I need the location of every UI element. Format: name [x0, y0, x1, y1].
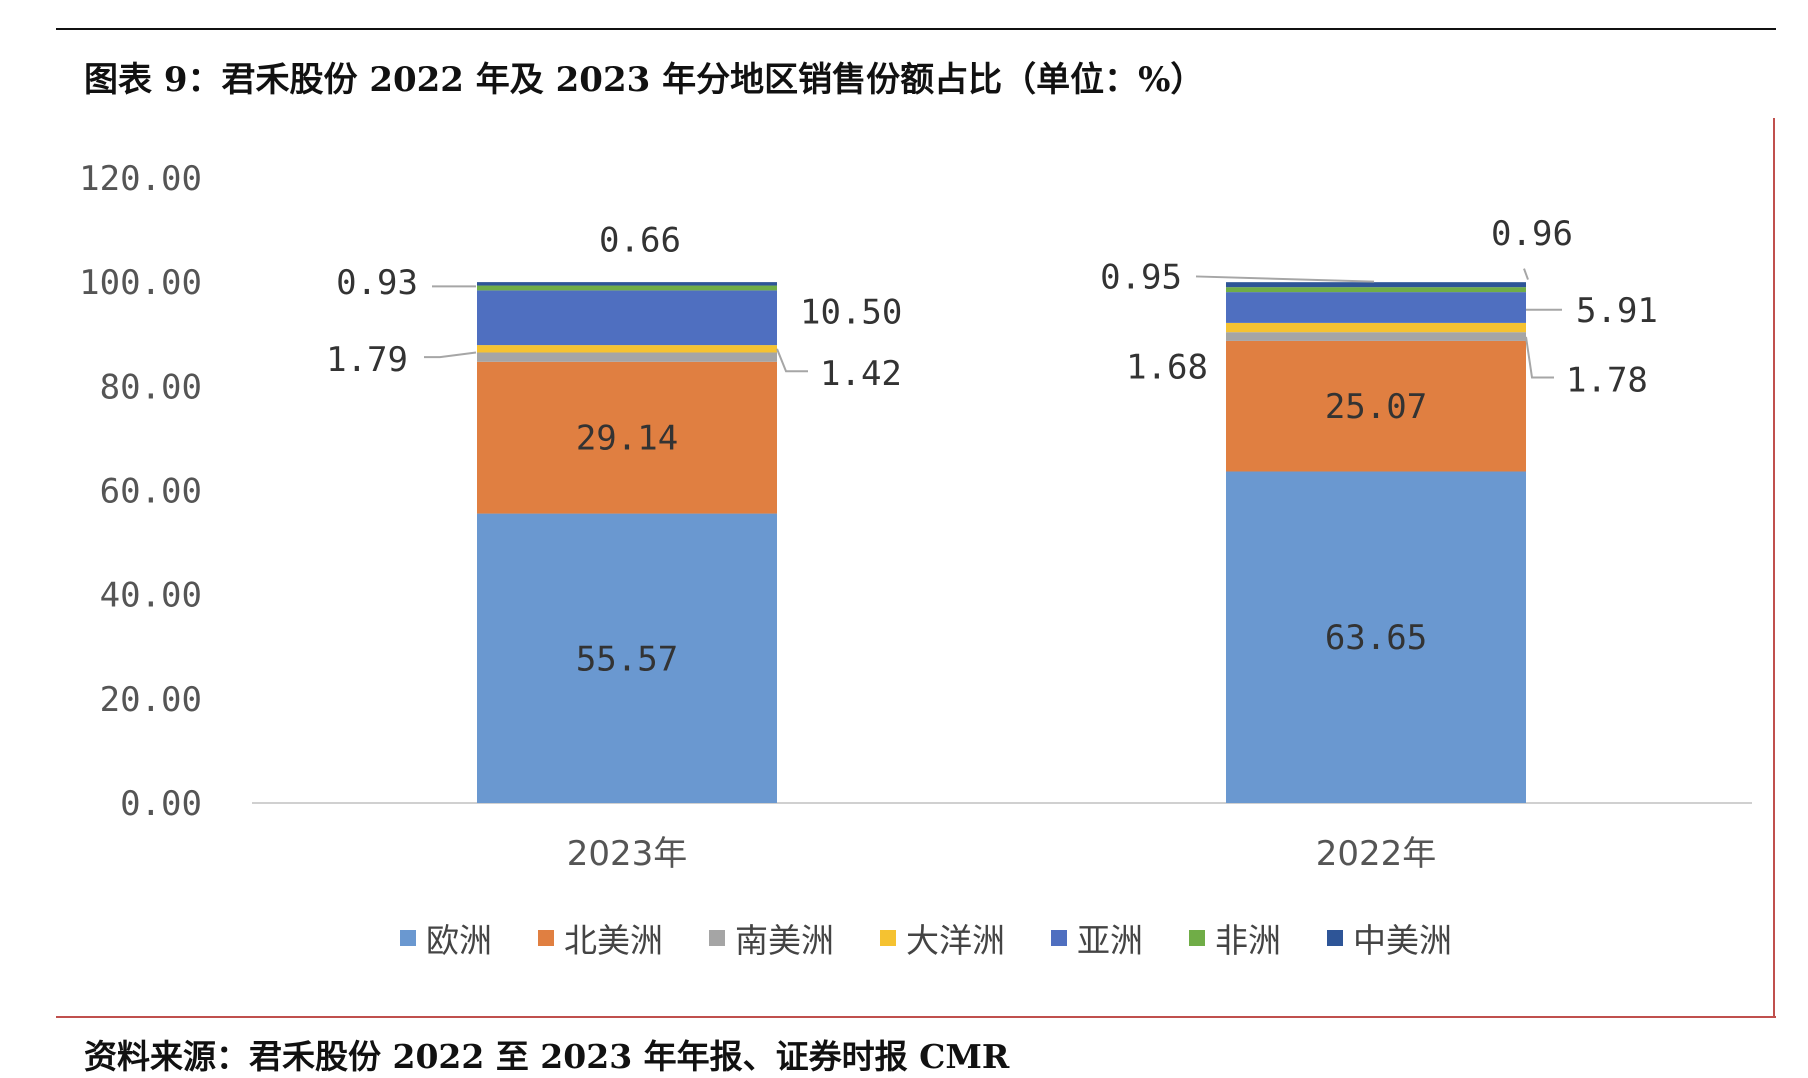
- legend-swatch: [1189, 930, 1205, 946]
- bar-segment: [1226, 292, 1526, 323]
- legend-swatch: [709, 930, 725, 946]
- y-tick-label: 20.00: [100, 680, 202, 720]
- label-leader-line: [424, 351, 477, 359]
- legend-item: 中美洲: [1327, 914, 1452, 962]
- bar-segment: [477, 361, 777, 514]
- bar-segment: [1226, 332, 1526, 341]
- legend-swatch: [538, 930, 554, 946]
- figure-title: 图表 9：君禾股份 2022 年及 2023 年分地区销售份额占比（单位：%）: [84, 60, 1205, 100]
- frame-right-border: [1773, 118, 1775, 1018]
- legend-label: 中美洲: [1353, 921, 1452, 960]
- data-label: 5.91: [1576, 291, 1658, 331]
- data-label: 29.14: [576, 419, 678, 459]
- data-label: 0.95: [1100, 257, 1182, 297]
- bar-segment: [477, 345, 777, 353]
- legend-swatch: [1051, 930, 1067, 946]
- bar-segment: [477, 290, 777, 346]
- y-tick-label: 100.00: [79, 263, 202, 303]
- legend-item: 非洲: [1189, 914, 1281, 962]
- top-rule: [56, 28, 1776, 30]
- legend-item: 北美洲: [538, 914, 663, 962]
- data-label: 0.66: [599, 220, 681, 260]
- bar-segment: [477, 352, 777, 362]
- bar-segment: [477, 282, 777, 286]
- legend-item: 大洋洲: [880, 914, 1005, 962]
- chart-legend: 欧洲 北美洲 南美洲 大洋洲 亚洲 非洲 中美洲: [400, 914, 1452, 962]
- y-tick-label: 40.00: [100, 576, 202, 616]
- bar-segment: [477, 285, 777, 291]
- data-label: 1.68: [1126, 347, 1208, 387]
- data-label: 10.50: [800, 292, 902, 332]
- data-label: 63.65: [1325, 618, 1427, 658]
- x-tick-label: 2023年: [567, 834, 688, 874]
- legend-label: 欧洲: [426, 921, 492, 960]
- bar-segment: [1226, 471, 1526, 803]
- bar-segment: [1226, 282, 1526, 288]
- y-tick-label: 60.00: [100, 472, 202, 512]
- legend-label: 北美洲: [564, 921, 663, 960]
- label-leader-line: [1525, 336, 1554, 379]
- data-label: 1.42: [820, 354, 902, 394]
- label-leader-line: [1523, 268, 1529, 280]
- legend-label: 南美洲: [735, 921, 834, 960]
- data-label: 1.78: [1566, 360, 1648, 400]
- bar-segment: [1226, 322, 1526, 333]
- bar-segment: [477, 513, 777, 803]
- source-note: 资料来源：君禾股份 2022 至 2023 年年报、证券时报 CMR: [84, 1037, 1010, 1076]
- label-leader-line: [776, 348, 808, 373]
- legend-item: 欧洲: [400, 914, 492, 962]
- legend-item: 南美洲: [709, 914, 834, 962]
- data-label: 25.07: [1325, 387, 1427, 427]
- legend-swatch: [880, 930, 896, 946]
- data-label: 55.57: [576, 639, 678, 679]
- legend-label: 亚洲: [1077, 921, 1143, 960]
- legend-item: 亚洲: [1051, 914, 1143, 962]
- data-label: 1.79: [326, 340, 408, 380]
- bar-segment: [1226, 287, 1526, 293]
- legend-swatch: [1327, 930, 1343, 946]
- bar-segment: [1226, 340, 1526, 472]
- label-leader-line: [1195, 275, 1375, 283]
- x-tick-label: 2022年: [1316, 834, 1437, 874]
- legend-label: 非洲: [1215, 921, 1281, 960]
- legend-swatch: [400, 930, 416, 946]
- y-tick-label: 80.00: [100, 367, 202, 407]
- data-label: 0.96: [1491, 214, 1573, 254]
- y-tick-label: 120.00: [79, 159, 202, 199]
- legend-label: 大洋洲: [906, 921, 1005, 960]
- bottom-rule: [56, 1016, 1776, 1018]
- data-label: 0.93: [336, 263, 418, 303]
- y-tick-label: 0.00: [120, 784, 202, 824]
